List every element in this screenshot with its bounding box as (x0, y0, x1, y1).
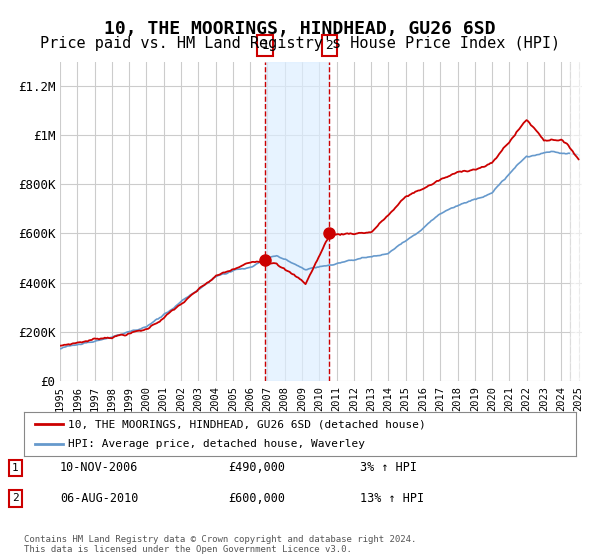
Text: 1: 1 (12, 463, 19, 473)
Text: 10, THE MOORINGS, HINDHEAD, GU26 6SD: 10, THE MOORINGS, HINDHEAD, GU26 6SD (104, 20, 496, 38)
Text: Contains HM Land Registry data © Crown copyright and database right 2024.
This d: Contains HM Land Registry data © Crown c… (24, 535, 416, 554)
Text: HPI: Average price, detached house, Waverley: HPI: Average price, detached house, Wave… (68, 439, 365, 449)
Text: £490,000: £490,000 (228, 461, 285, 474)
Text: 13% ↑ HPI: 13% ↑ HPI (360, 492, 424, 505)
Bar (570, 62, 582, 381)
Text: Price paid vs. HM Land Registry's House Price Index (HPI): Price paid vs. HM Land Registry's House … (40, 36, 560, 52)
Text: 10, THE MOORINGS, HINDHEAD, GU26 6SD (detached house): 10, THE MOORINGS, HINDHEAD, GU26 6SD (de… (68, 419, 426, 429)
Text: 3% ↑ HPI: 3% ↑ HPI (360, 461, 417, 474)
Text: 10-NOV-2006: 10-NOV-2006 (60, 461, 139, 474)
Text: 1: 1 (261, 39, 269, 52)
Text: £600,000: £600,000 (228, 492, 285, 505)
Text: 2: 2 (326, 39, 334, 52)
Bar (265, 62, 329, 381)
Text: 2: 2 (12, 493, 19, 503)
Text: 06-AUG-2010: 06-AUG-2010 (60, 492, 139, 505)
